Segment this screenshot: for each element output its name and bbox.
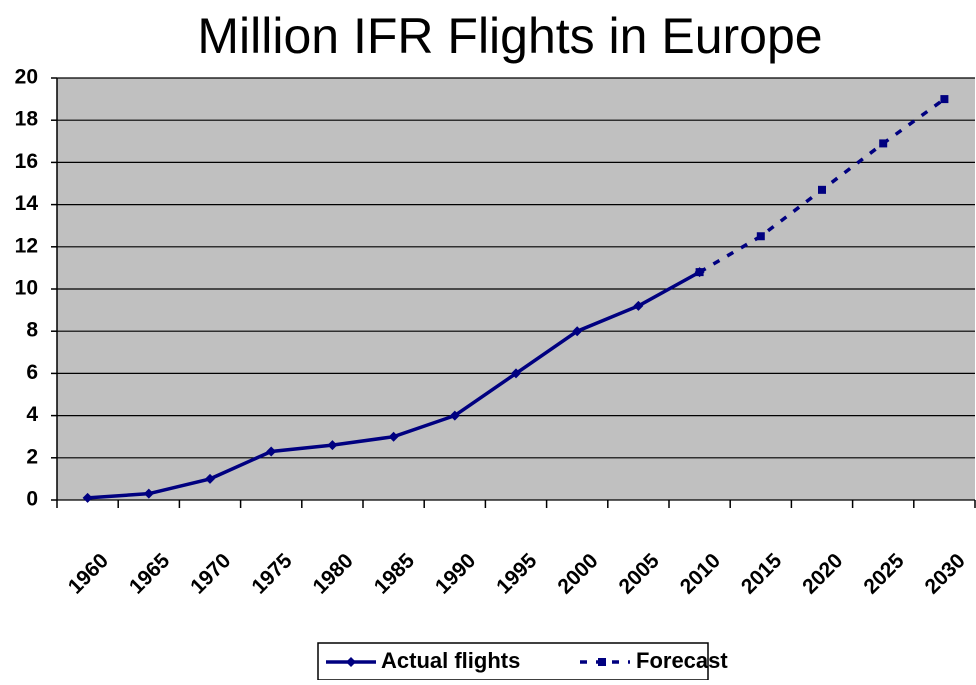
x-tick-label: 2015 (737, 549, 787, 599)
marker (82, 492, 93, 503)
x-tick-label: 2020 (798, 549, 847, 598)
marker (572, 326, 583, 337)
x-tick-label: 1970 (186, 549, 235, 598)
y-tick-label: 6 (26, 361, 38, 384)
marker (879, 139, 888, 148)
y-tick-label: 20 (15, 66, 38, 89)
y-tick-label: 4 (26, 403, 38, 426)
x-tick-label: 2025 (859, 549, 909, 599)
x-tick-label: 1975 (247, 549, 297, 599)
y-tick-label: 10 (15, 277, 38, 300)
legend-marker (598, 658, 606, 666)
marker (633, 300, 644, 311)
x-tick-label: 1985 (370, 549, 420, 599)
marker (818, 185, 826, 194)
marker (266, 446, 277, 457)
marker (511, 368, 521, 379)
x-tick-label: 2000 (553, 549, 602, 598)
marker (756, 232, 765, 241)
marker (449, 410, 460, 421)
marker (143, 488, 154, 499)
x-tick-label: 1995 (492, 549, 542, 599)
x-tick-label: 1965 (125, 549, 175, 599)
marker (695, 268, 704, 277)
y-tick-label: 18 (15, 108, 39, 131)
x-tick-label: 1990 (431, 549, 480, 598)
marker (327, 440, 338, 451)
x-tick-label: 2005 (615, 549, 665, 599)
x-tick-label: 2010 (676, 549, 725, 598)
x-tick-label: 2030 (921, 549, 970, 598)
y-tick-label: 12 (15, 234, 38, 257)
legend-label: Forecast (636, 648, 728, 673)
marker (388, 431, 399, 442)
legend-label: Actual flights (381, 648, 520, 673)
marker (205, 473, 215, 484)
x-tick-label: 1980 (309, 549, 358, 598)
marker (940, 95, 949, 104)
legend-box (317, 642, 709, 681)
chart-title: Million IFR Flights in Europe (197, 8, 822, 64)
y-tick-label: 14 (15, 192, 39, 215)
x-tick-label: 1960 (64, 549, 113, 598)
y-tick-label: 0 (26, 488, 38, 511)
legend-marker (346, 657, 356, 667)
y-tick-label: 2 (26, 445, 38, 468)
y-tick-label: 8 (26, 319, 38, 342)
y-tick-label: 16 (15, 150, 38, 173)
